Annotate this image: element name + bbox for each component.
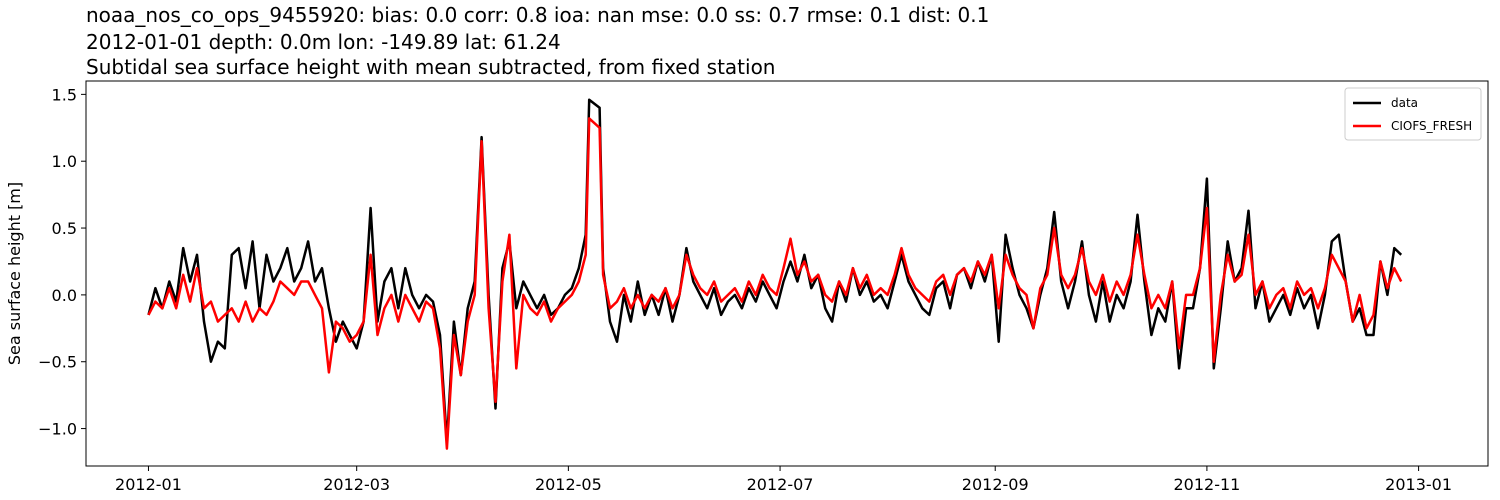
y-tick-label: −1.0: [38, 420, 77, 439]
y-tick-label: −0.5: [38, 353, 77, 372]
x-tick-label: 2012-09: [962, 475, 1029, 494]
y-axis-label: Sea surface height [m]: [5, 182, 24, 365]
x-tick-label: 2012-01: [115, 475, 182, 494]
y-tick-label: 0.5: [52, 219, 77, 238]
x-tick-label: 2012-11: [1173, 475, 1240, 494]
y-tick-label: 1.0: [52, 152, 77, 171]
series-line-ciofs-fresh: [147, 117, 1403, 450]
x-tick-label: 2012-03: [323, 475, 390, 494]
series-layer: [147, 98, 1403, 450]
y-tick-label: 0.0: [52, 286, 77, 305]
y-axis: −1.0 −0.5 0.0 0.5 1.0 1.5: [38, 85, 86, 439]
plot-frame: [85, 80, 1489, 467]
chart-title-line-3: Subtidal sea surface height with mean su…: [86, 55, 776, 79]
chart-title-line-2: 2012-01-01 depth: 0.0m lon: -149.89 lat:…: [86, 30, 561, 54]
chart-title-line-1: noaa_nos_co_ops_9455920: bias: 0.0 corr:…: [86, 3, 990, 27]
series-line-data: [147, 98, 1403, 444]
legend: data CIOFS_FRESH: [1344, 87, 1482, 141]
x-tick-label: 2013-01: [1385, 475, 1452, 494]
legend-label: CIOFS_FRESH: [1391, 119, 1472, 133]
x-axis: 2012-01 2012-03 2012-05 2012-07 2012-09 2012-…: [115, 466, 1452, 494]
legend-label: data: [1391, 96, 1418, 110]
y-tick-label: 1.5: [52, 85, 77, 104]
x-tick-label: 2012-07: [747, 475, 814, 494]
x-tick-label: 2012-05: [535, 475, 602, 494]
